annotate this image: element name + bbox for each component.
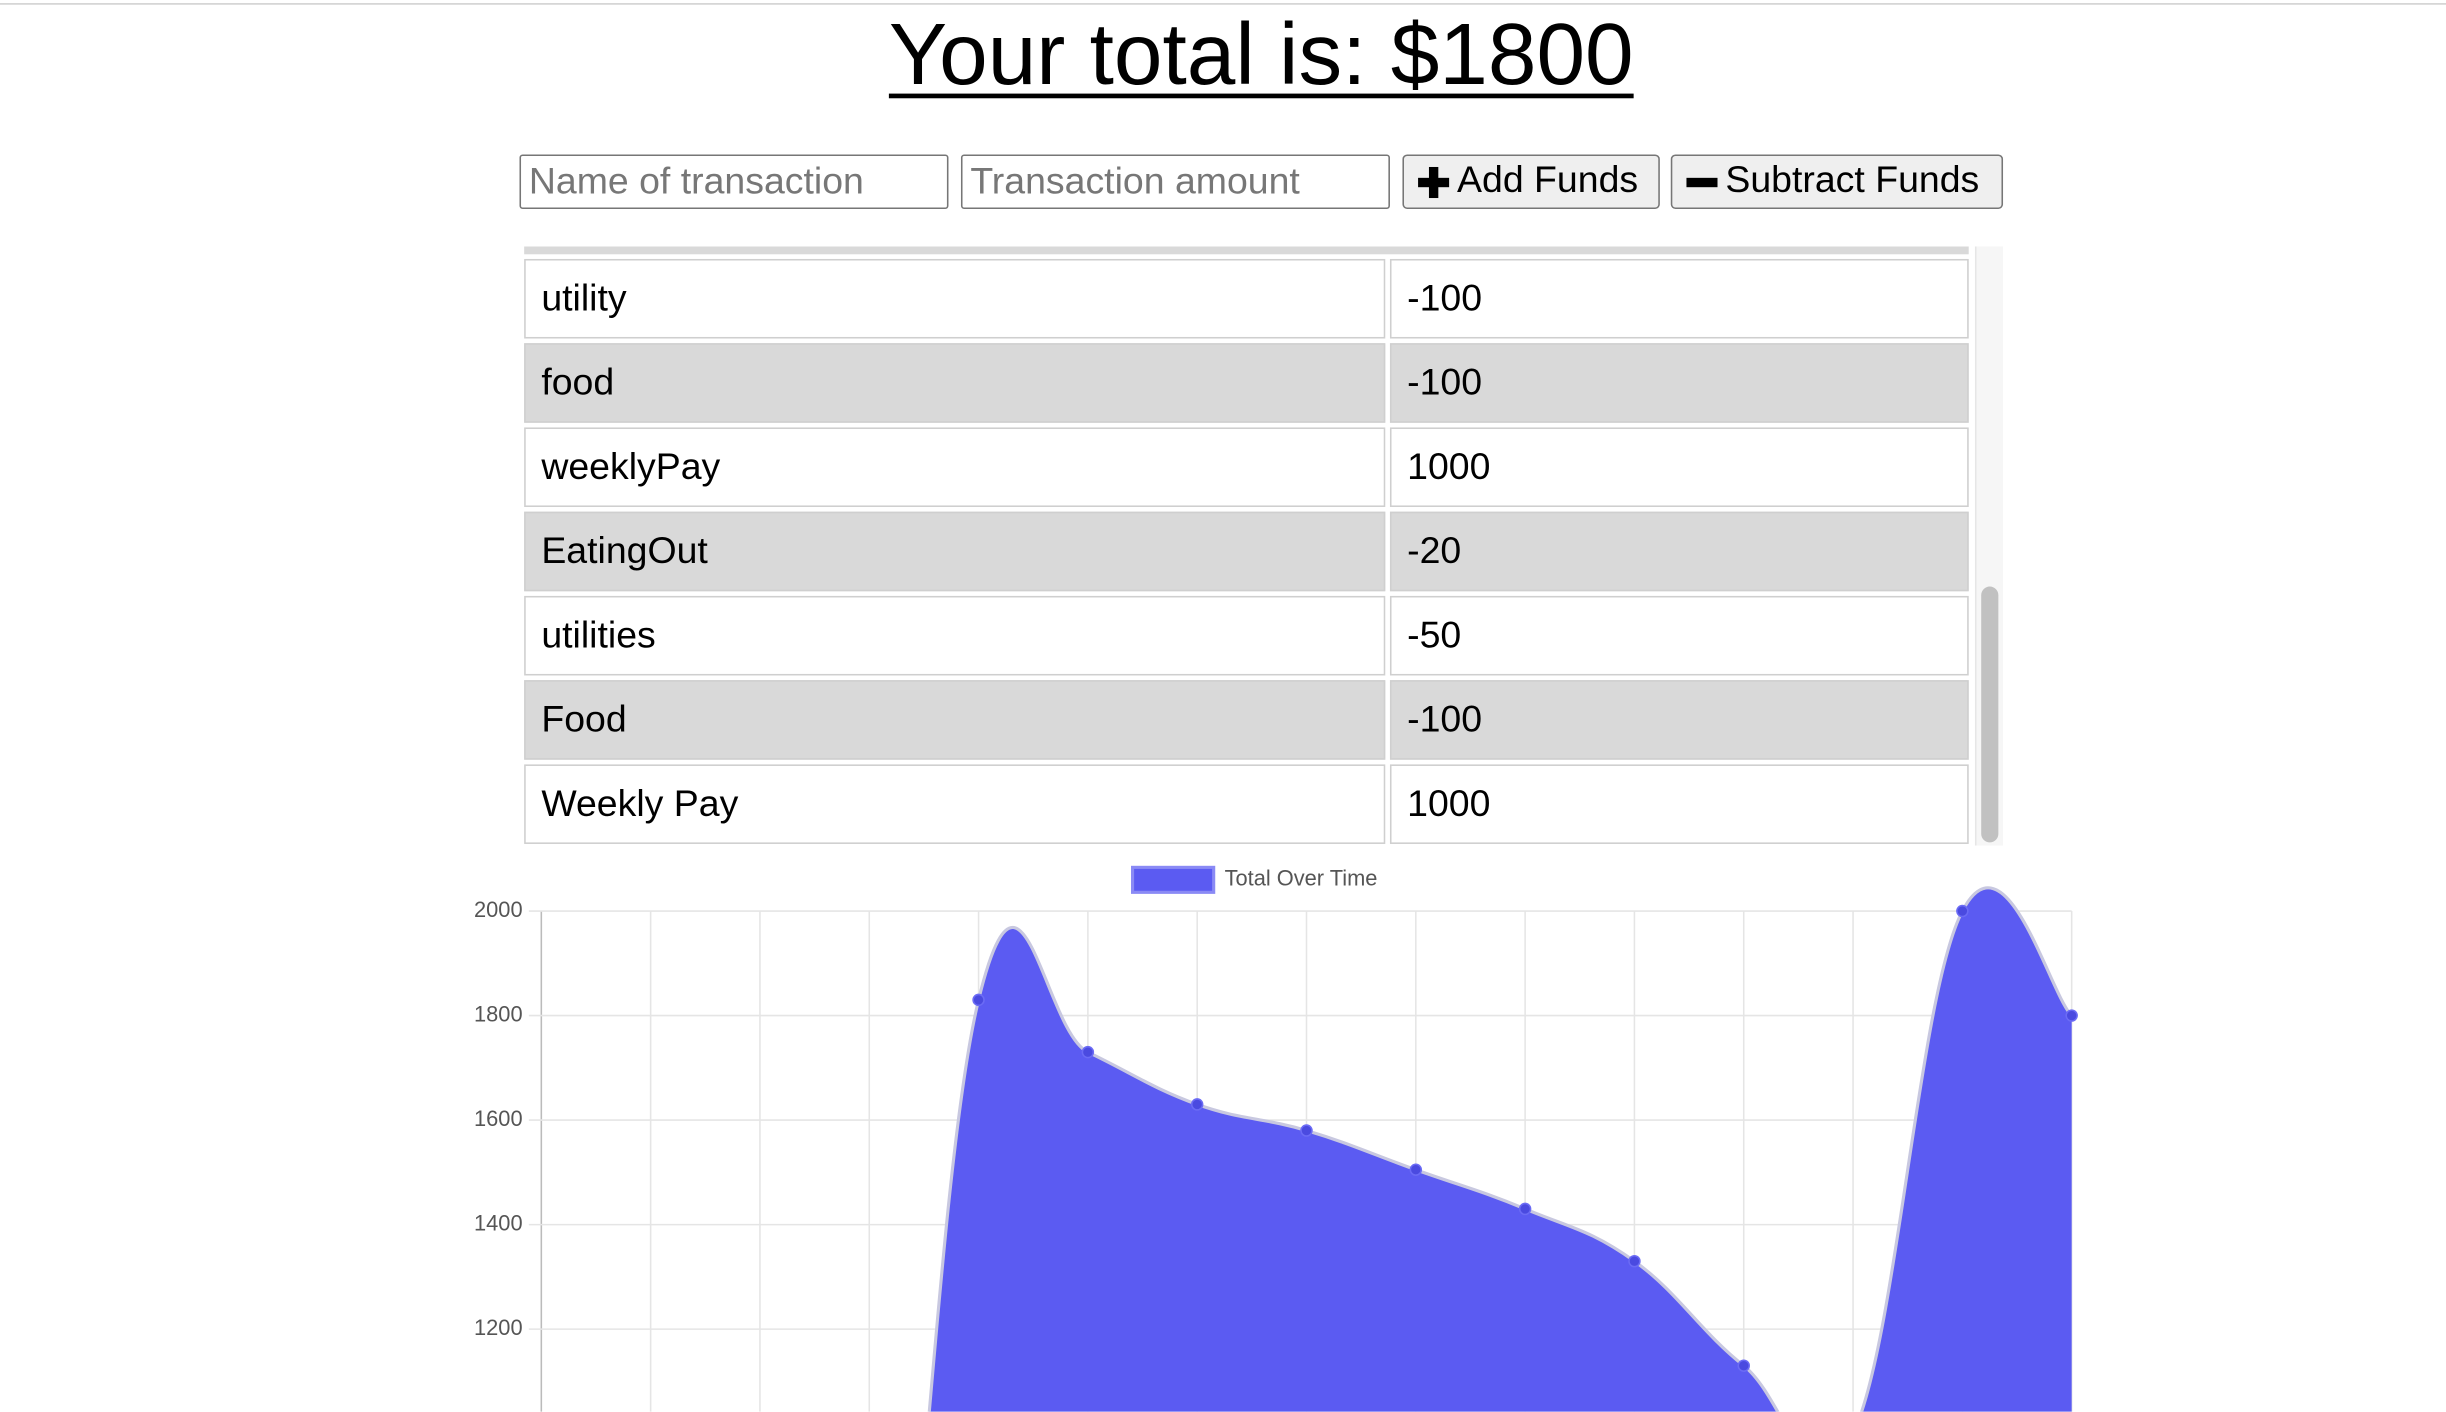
point	[1737, 1359, 1750, 1372]
minus-icon	[1686, 177, 1718, 188]
amount-input[interactable]: Transaction amount	[960, 154, 1390, 210]
name-cell: utility	[524, 258, 1386, 339]
total-heading: Your total is: $1800	[888, 4, 1634, 103]
point	[2065, 1009, 2078, 1022]
subtract-button[interactable]: Subtract Funds	[1670, 154, 2004, 210]
point	[1081, 1045, 1095, 1059]
row-edge	[524, 246, 1969, 255]
amount-cell: -100	[1389, 258, 1969, 339]
y-tick-label: 1800	[474, 1001, 523, 1026]
point	[1628, 1254, 1641, 1268]
y-tick-label: 2000	[474, 897, 523, 922]
y-tick-label: 1600	[474, 1106, 523, 1131]
name-cell: utilities	[524, 595, 1386, 676]
point	[1300, 1124, 1313, 1137]
amount-cell: -20	[1389, 511, 1969, 592]
amount-cell: 1000	[1389, 764, 1969, 844]
amount-cell: -50	[1389, 595, 1969, 676]
amount-cell: 1000	[1389, 427, 1969, 507]
name-cell: weeklyPay	[524, 427, 1386, 507]
transaction-table: utility -100 food -100 weeklyPay 1000 EatingOu…	[519, 246, 2003, 845]
subtract-label: Subtract Funds	[1725, 159, 1980, 202]
add-button[interactable]: Add Funds	[1402, 154, 1660, 210]
legend-swatch	[1130, 865, 1216, 894]
point	[1190, 1098, 1204, 1111]
y-tick-label: 1400	[474, 1210, 523, 1235]
line	[927, 886, 2073, 1412]
name-cell: food	[524, 343, 1386, 423]
add-label: Add Funds	[1457, 159, 1639, 202]
point	[1518, 1202, 1532, 1216]
name-cell: Weekly Pay	[524, 764, 1386, 844]
plus-icon	[1418, 166, 1450, 199]
scroll-thumb[interactable]	[1981, 586, 1999, 843]
divider	[0, 3, 2446, 5]
name-cell: EatingOut	[524, 511, 1386, 592]
amount-cell: -100	[1389, 680, 1969, 760]
point	[972, 993, 985, 1007]
amount-cell: -100	[1389, 343, 1969, 423]
name-cell: Food	[524, 680, 1386, 760]
point	[1956, 904, 1969, 918]
area-fill	[929, 888, 2072, 1412]
legend-label: Total Over Time	[1225, 866, 1378, 891]
name-input[interactable]: Name of transaction	[519, 154, 949, 210]
chart: 1200 1400 1600 1800 2000 Total Over Time	[474, 865, 2078, 1412]
y-tick-label: 1200	[474, 1315, 523, 1340]
point	[1409, 1163, 1423, 1176]
